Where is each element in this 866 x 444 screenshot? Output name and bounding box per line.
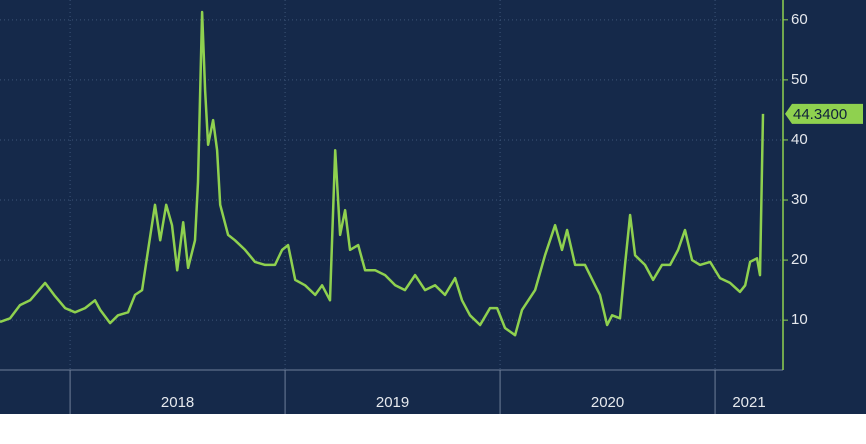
line bbox=[0, 10, 765, 337]
x-tick-label: 2021 bbox=[732, 394, 765, 411]
y-tick-label: 10 bbox=[791, 311, 808, 328]
x-tick-label: 2020 bbox=[591, 394, 624, 411]
background bbox=[0, 0, 866, 414]
last-value-label: 44.3400 bbox=[793, 106, 847, 123]
x-tick-label: 2019 bbox=[376, 394, 409, 411]
y-tick-label: 20 bbox=[791, 251, 808, 268]
last-value-tag bbox=[785, 103, 863, 124]
y-tick-label: 50 bbox=[791, 71, 808, 88]
y-tick-label: 60 bbox=[791, 11, 808, 28]
y-tick-label: 30 bbox=[791, 191, 808, 208]
x-tick-label: 2018 bbox=[161, 394, 194, 411]
y-tick-label: 40 bbox=[791, 131, 808, 148]
